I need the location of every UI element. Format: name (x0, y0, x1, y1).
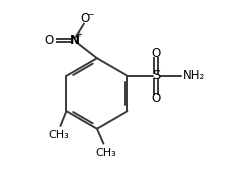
Text: S: S (152, 69, 161, 82)
Text: +: + (76, 32, 82, 38)
Text: −: − (87, 10, 94, 19)
Text: CH₃: CH₃ (95, 148, 116, 158)
Text: O: O (152, 47, 161, 59)
Text: N: N (70, 34, 80, 47)
Text: NH₂: NH₂ (183, 69, 205, 82)
Text: O: O (45, 34, 54, 47)
Text: O: O (152, 92, 161, 105)
Text: O: O (80, 12, 89, 25)
Text: CH₃: CH₃ (49, 130, 69, 140)
